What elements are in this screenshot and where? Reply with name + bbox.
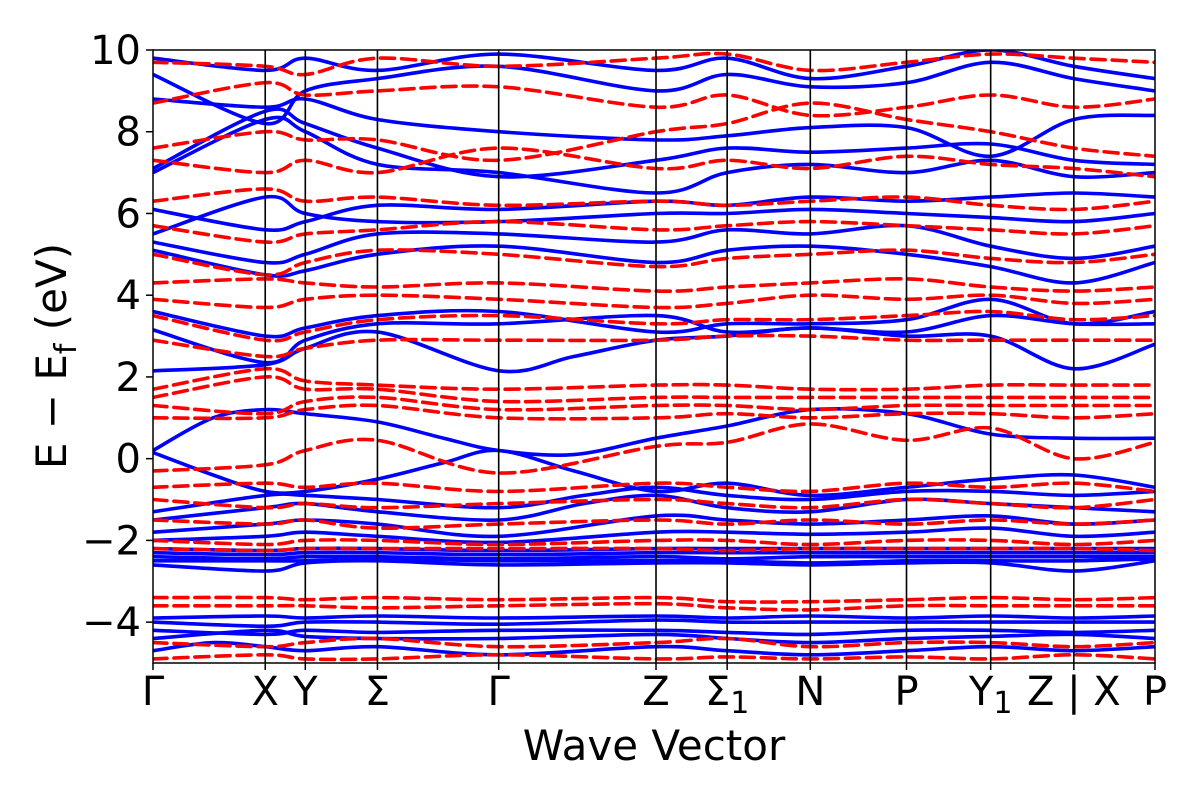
x-tick-label-main-7: N — [795, 669, 825, 715]
x-tick-label-8: P — [894, 669, 918, 715]
y-tick-label-6: −2 — [82, 518, 141, 564]
y-tick-label-7: −4 — [82, 600, 141, 646]
y-tick-label-4: 2 — [116, 355, 141, 401]
x-tick-label-main-8: P — [894, 669, 918, 715]
x-tick-label-sub-6: 1 — [730, 686, 749, 721]
solid-band-24 — [153, 107, 1155, 179]
y-tick-label-3: 4 — [116, 273, 141, 319]
x-axis-label: Wave Vector — [523, 721, 786, 770]
x-tick-label-5: Z — [642, 669, 669, 715]
y-axis-label: E − Ef (eV) — [27, 243, 84, 469]
y-tick-label-2: 6 — [116, 191, 141, 237]
x-tick-label-main-10: Z | X — [1027, 669, 1121, 715]
x-tick-label-sub-9: 1 — [993, 686, 1012, 721]
y-tick-label-1: 8 — [116, 110, 141, 156]
x-tick-label-main-3: Σ — [365, 669, 390, 715]
x-tick-label-7: N — [795, 669, 825, 715]
high-symmetry-lines — [264, 50, 1075, 663]
x-tick-label-main-6: Σ — [705, 669, 730, 715]
x-tick-label-0: Γ — [142, 669, 165, 715]
y-tick-label-0: 10 — [90, 28, 141, 74]
y-axis-label-unit: (eV) — [27, 243, 76, 344]
solid-band-11 — [153, 614, 1155, 620]
x-tick-label-main-5: Z — [642, 669, 669, 715]
x-tick-label-3: Σ — [365, 669, 390, 715]
solid-band-23 — [153, 115, 1155, 195]
y-axis-ticks: 10 8 6 4 2 0 −2 −4 — [82, 28, 153, 646]
y-axis-label-subscript: f — [49, 342, 84, 354]
x-tick-label-1: X — [252, 669, 279, 715]
x-tick-label-main-0: Γ — [142, 669, 165, 715]
x-tick-label-main-9: Y — [968, 669, 994, 715]
x-tick-label-main-4: Γ — [488, 669, 511, 715]
x-tick-label-9: Y1 — [968, 669, 1013, 721]
x-tick-label-main-1: X — [252, 669, 279, 715]
plot-frame — [152, 49, 1156, 664]
x-tick-label-11: P — [1143, 669, 1167, 715]
y-axis-label-main: E − E — [27, 354, 76, 469]
y-tick-label-5: 0 — [116, 437, 141, 483]
x-tick-label-4: Γ — [488, 669, 511, 715]
solid-band-0 — [153, 550, 1155, 557]
x-tick-label-main-2: Y — [292, 669, 318, 715]
solid-band-1 — [153, 554, 1155, 561]
x-tick-label-6: Σ1 — [705, 669, 749, 721]
x-tick-label-10: Z | X — [1027, 669, 1121, 715]
x-tick-label-main-11: P — [1143, 669, 1167, 715]
x-tick-label-2: Y — [292, 669, 318, 715]
